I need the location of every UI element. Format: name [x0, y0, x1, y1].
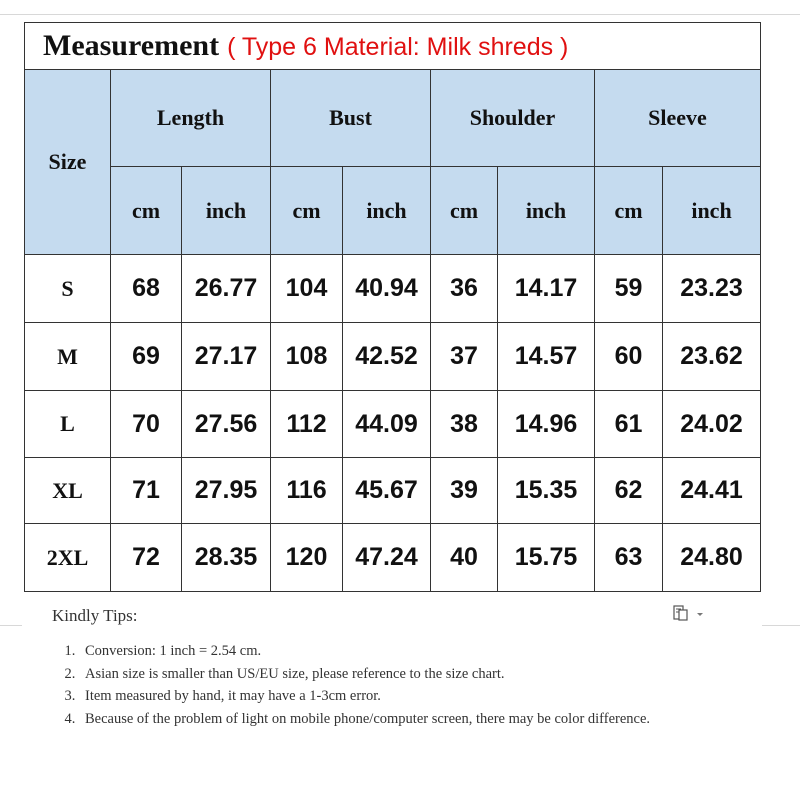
measurement-cell: 59: [594, 254, 663, 323]
size-label: 2XL: [24, 523, 111, 592]
measurement-cell: 14.96: [497, 390, 595, 458]
measurement-cell: 62: [594, 457, 663, 524]
measurement-cell: 45.67: [342, 457, 431, 524]
measurement-cell: 14.17: [497, 254, 595, 323]
measurement-cell: 23.62: [661, 322, 762, 391]
unit-header: cm: [110, 166, 182, 255]
measurement-cell: 104: [270, 254, 343, 323]
page-edge: [0, 625, 22, 626]
data-row: S 68 26.77 104 40.94 36 14.17 59 23.23: [24, 254, 762, 323]
table-body: Measurement( Type 6 Material: Milk shred…: [23, 22, 762, 592]
group-header: Bust: [270, 69, 431, 167]
measurement-cell: 15.75: [497, 523, 595, 592]
measurement-cell: 24.80: [661, 523, 762, 592]
header-row: Size Length Bust Shoulder Sleeve: [24, 69, 762, 255]
tips-list: Conversion: 1 inch = 2.54 cm.Asian size …: [52, 640, 742, 730]
measurement-cell: 72: [110, 523, 182, 592]
measurement-cell: 15.35: [497, 457, 595, 524]
size-header: Size: [24, 69, 111, 255]
unit-header: inch: [661, 166, 762, 255]
unit-header: inch: [342, 166, 431, 255]
measurement-cell: 68: [110, 254, 182, 323]
measurement-cell: 44.09: [342, 390, 431, 458]
measurement-cell: 108: [270, 322, 343, 391]
size-label: S: [24, 254, 111, 323]
title-cell: Measurement( Type 6 Material: Milk shred…: [23, 22, 762, 70]
unit-header: inch: [497, 166, 595, 255]
size-table: Measurement( Type 6 Material: Milk shred…: [23, 22, 762, 592]
measurement-cell: 14.57: [497, 322, 595, 391]
tips: Kindly Tips: Conversion: 1 inch = 2.54 c…: [52, 606, 742, 730]
group-header: Length: [110, 69, 271, 167]
measurement-cell: 27.56: [181, 390, 271, 458]
unit-header: cm: [430, 166, 498, 255]
title-row: Measurement( Type 6 Material: Milk shred…: [23, 22, 762, 70]
data-row: M 69 27.17 108 42.52 37 14.57 60 23.62: [24, 322, 762, 391]
tip-item: Conversion: 1 inch = 2.54 cm.: [79, 640, 742, 663]
size-label: L: [24, 390, 111, 458]
subtitle: ( Type 6 Material: Milk shreds ): [227, 33, 569, 61]
measurement-cell: 116: [270, 457, 343, 524]
measurement-cell: 60: [594, 322, 663, 391]
measurement-cell: 120: [270, 523, 343, 592]
measurement-cell: 47.24: [342, 523, 431, 592]
tips-title: Kindly Tips:: [52, 606, 138, 625]
page-edge: [0, 14, 800, 15]
measurement-cell: 26.77: [181, 254, 271, 323]
measurement-cell: 24.41: [661, 457, 762, 524]
measurement-cell: 36: [430, 254, 498, 323]
data-row: L 70 27.56 112 44.09 38 14.96 61 24.02: [24, 390, 762, 458]
measurement-cell: 70: [110, 390, 182, 458]
size-label: M: [24, 322, 111, 391]
title: Measurement: [43, 29, 220, 62]
measurement-cell: 27.95: [181, 457, 271, 524]
data-row: XL 71 27.95 116 45.67 39 15.35 62 24.41: [24, 457, 762, 524]
measurement-cell: 63: [594, 523, 663, 592]
unit-header: cm: [270, 166, 343, 255]
measurement-cell: 39: [430, 457, 498, 524]
measurement-cell: 69: [110, 322, 182, 391]
unit-header: inch: [181, 166, 271, 255]
measurement-cell: 37: [430, 322, 498, 391]
measurement-cell: 27.17: [181, 322, 271, 391]
group-header: Sleeve: [593, 69, 762, 167]
measurement-cell: 24.02: [661, 390, 762, 458]
data-row: 2XL 72 28.35 120 47.24 40 15.75 63 24.80: [24, 523, 762, 592]
measurement-cell: 38: [430, 390, 498, 458]
measurement-cell: 42.52: [342, 322, 431, 391]
tip-item: Because of the problem of light on mobil…: [79, 708, 742, 731]
measurement-cell: 40.94: [342, 254, 431, 323]
measurement-cell: 71: [110, 457, 182, 524]
measurement-cell: 23.23: [661, 254, 762, 323]
group-header: Shoulder: [430, 69, 595, 167]
page-edge: [762, 625, 800, 626]
tip-item: Asian size is smaller than US/EU size, p…: [79, 663, 742, 686]
size-label: XL: [24, 457, 111, 524]
measurement-cell: 28.35: [181, 523, 271, 592]
measurement-cell: 40: [430, 523, 498, 592]
tip-item: Item measured by hand, it may have a 1-3…: [79, 685, 742, 708]
measurement-cell: 112: [270, 390, 343, 458]
measurement-cell: 61: [594, 390, 663, 458]
paste-options-icon[interactable]: [672, 604, 704, 624]
unit-row: cm inch cm inch cm inch cm inch: [25, 166, 762, 255]
unit-header: cm: [594, 166, 663, 255]
